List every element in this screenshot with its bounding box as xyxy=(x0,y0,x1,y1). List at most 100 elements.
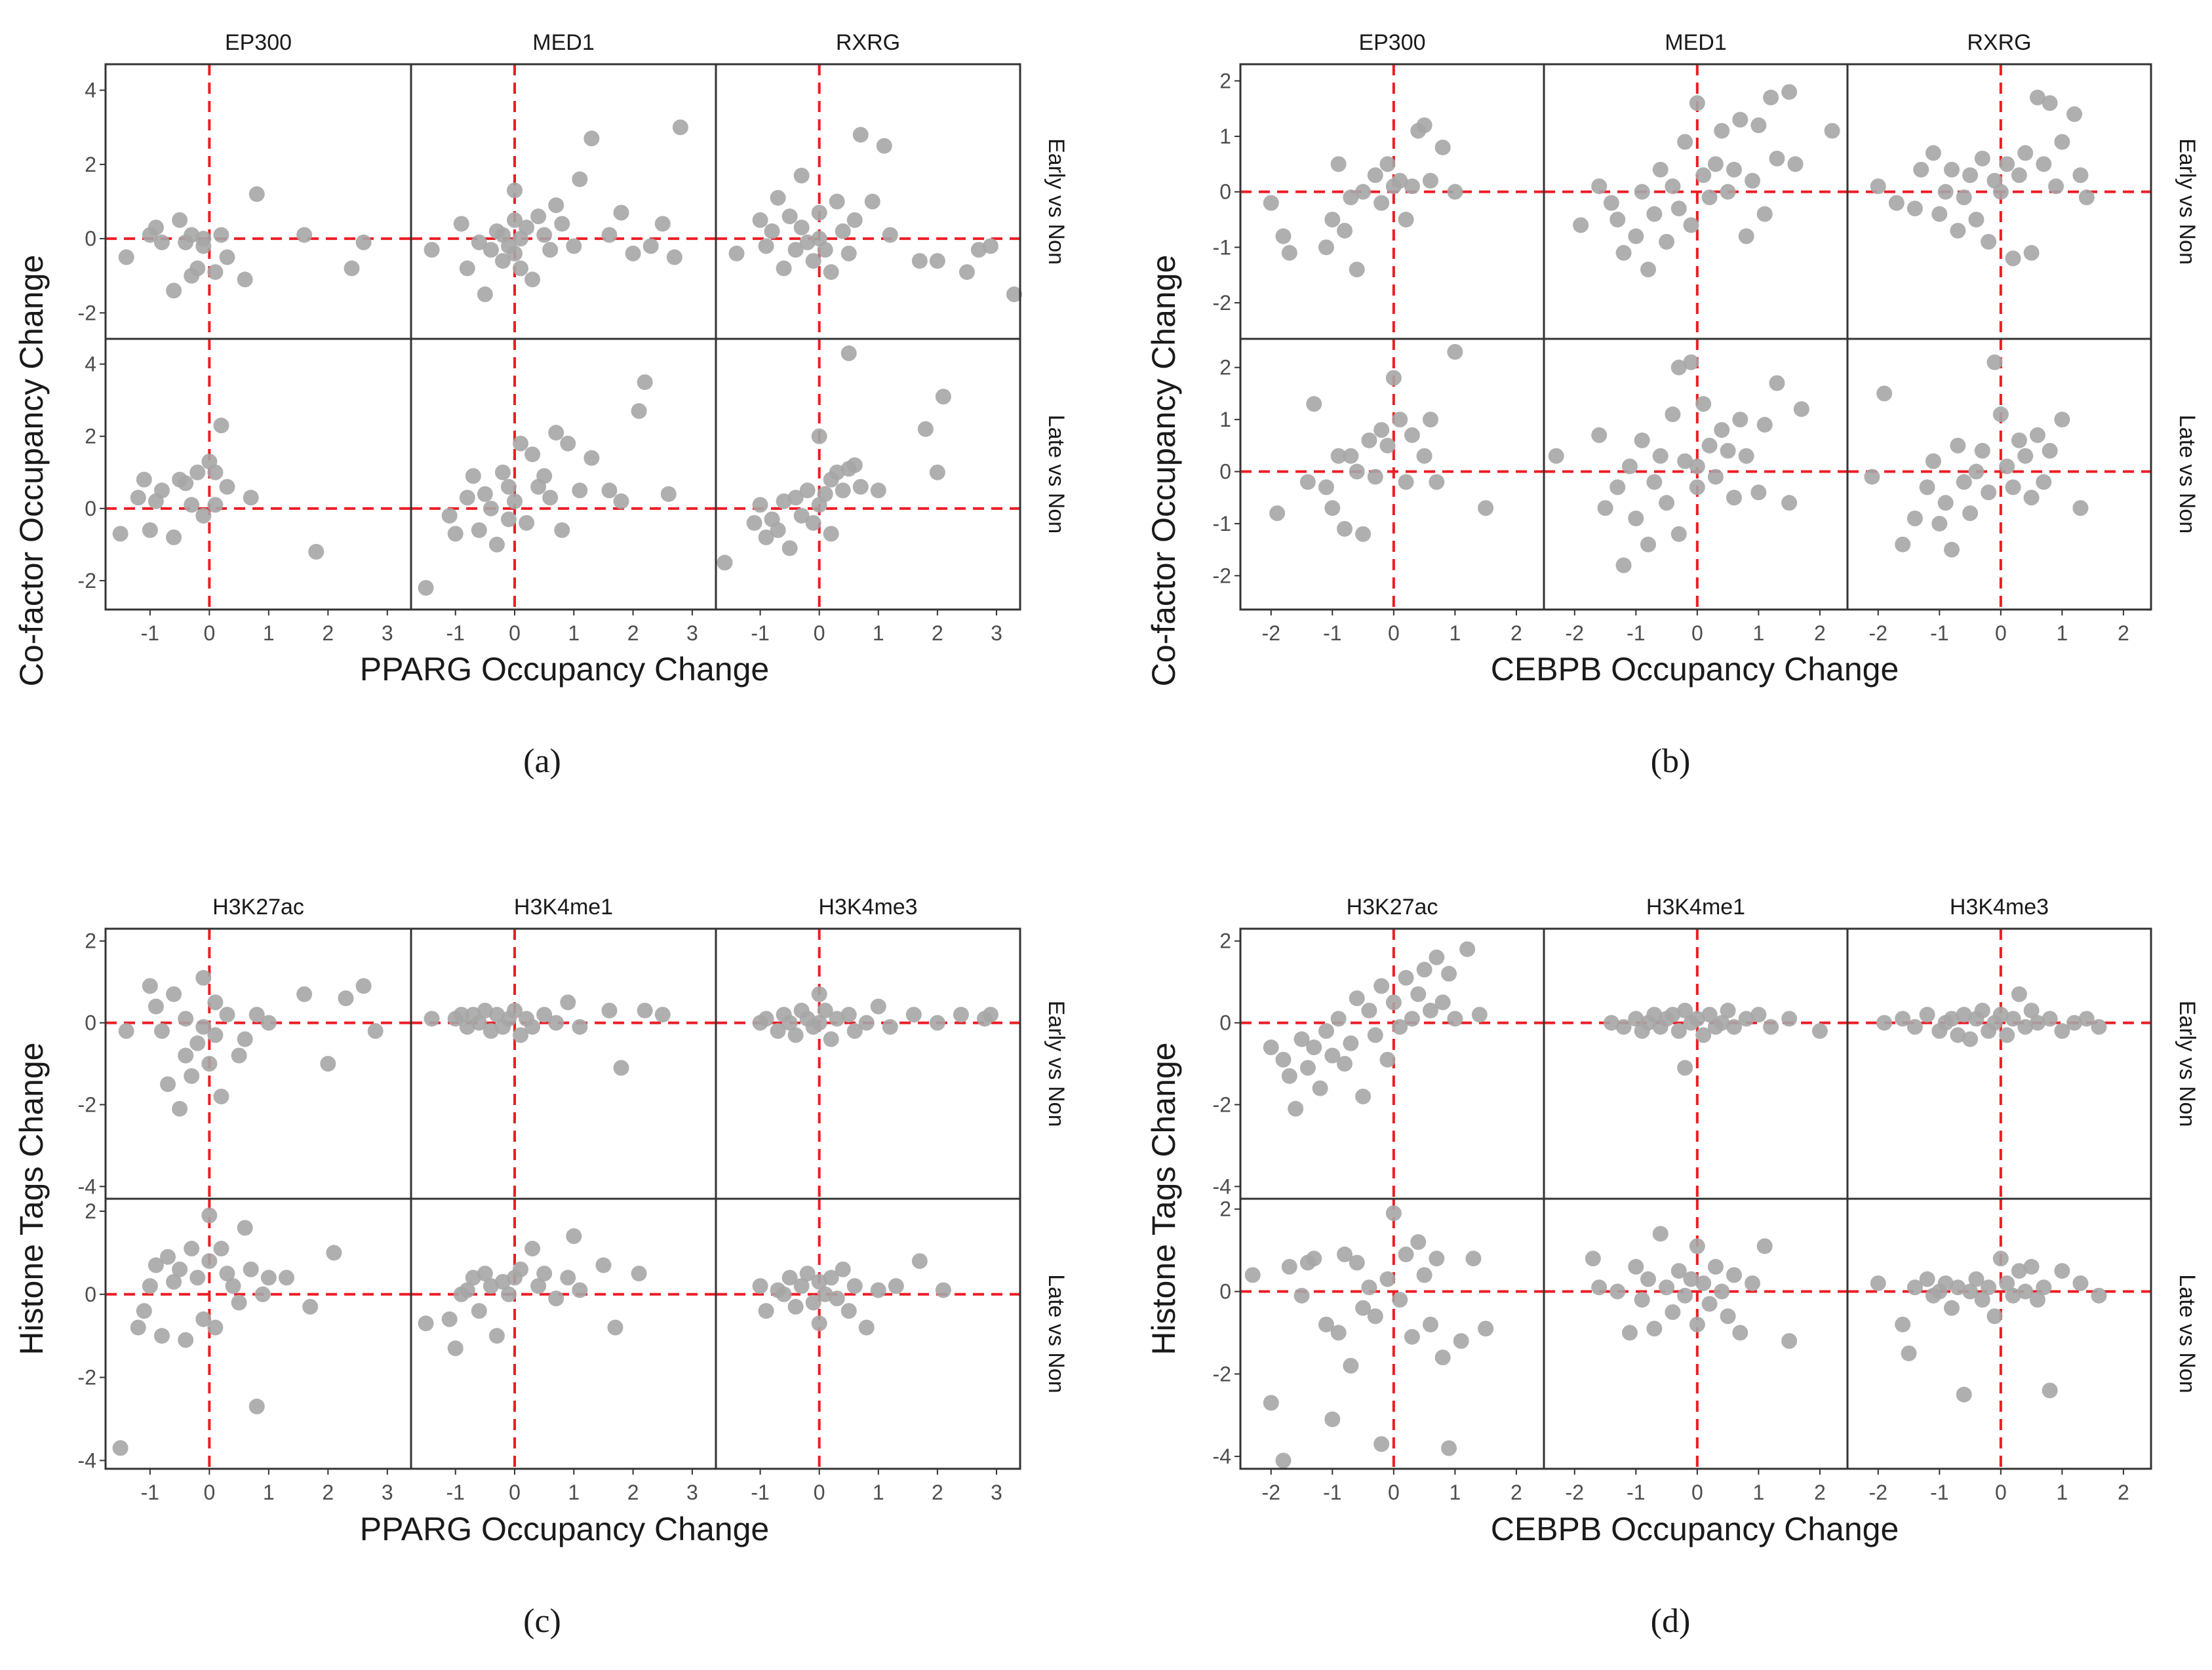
column-strip-label: RXRG xyxy=(1967,30,2031,55)
data-point xyxy=(672,119,688,136)
y-tick-label: 4 xyxy=(85,353,96,376)
data-point xyxy=(666,249,682,265)
data-point xyxy=(601,482,618,499)
data-point xyxy=(536,227,553,243)
data-point xyxy=(811,1315,827,1332)
panel-d-1-3 xyxy=(1847,929,2151,1199)
data-point xyxy=(260,1015,277,1031)
data-point xyxy=(835,223,851,239)
x-tick-label: 0 xyxy=(509,621,521,645)
data-point xyxy=(355,978,372,994)
x-tick-label: 3 xyxy=(382,1481,393,1504)
x-tick-label: 1 xyxy=(1752,621,1764,645)
data-point xyxy=(1330,448,1347,464)
data-point xyxy=(1324,1411,1341,1427)
data-point xyxy=(1974,1292,1990,1308)
y-tick-label: -2 xyxy=(1213,291,1231,315)
data-point xyxy=(1670,1263,1687,1279)
data-point xyxy=(130,490,146,506)
data-point xyxy=(1330,1325,1347,1341)
data-point xyxy=(1726,1267,1742,1283)
data-point xyxy=(583,450,600,466)
x-tick-label: 1 xyxy=(873,1481,884,1504)
data-point xyxy=(1324,500,1341,516)
x-tick-label: -2 xyxy=(1869,1481,1887,1504)
y-tick-label: -4 xyxy=(78,1448,96,1472)
x-tick-label: -2 xyxy=(1262,1481,1280,1504)
data-point xyxy=(1677,1002,1693,1019)
data-point xyxy=(1281,244,1297,261)
panel-c-2-3 xyxy=(716,1199,1020,1469)
data-point xyxy=(231,1294,247,1311)
data-point xyxy=(488,1007,505,1023)
panel-b-1-2 xyxy=(1544,64,1847,339)
data-point xyxy=(1367,1027,1383,1043)
data-point xyxy=(367,1023,384,1039)
data-point xyxy=(507,493,523,509)
data-point xyxy=(1324,212,1341,228)
data-point xyxy=(717,554,733,571)
data-point xyxy=(776,260,792,277)
x-tick-label: 1 xyxy=(263,621,275,645)
data-point xyxy=(840,1303,857,1319)
data-point xyxy=(166,986,182,1002)
data-point xyxy=(1398,969,1414,986)
data-point xyxy=(1659,1279,1675,1296)
row-strip-label: Early vs Non xyxy=(2175,138,2200,265)
data-point xyxy=(852,126,869,143)
data-point xyxy=(1701,1296,1718,1312)
data-point xyxy=(2042,442,2058,459)
y-tick-label: 0 xyxy=(1219,180,1231,204)
data-point xyxy=(601,227,618,243)
data-point xyxy=(513,1261,529,1277)
data-point xyxy=(1793,401,1809,418)
data-point xyxy=(1312,1080,1328,1097)
x-tick-label: 0 xyxy=(203,621,215,645)
data-point xyxy=(2054,1263,2070,1279)
data-point xyxy=(207,994,224,1011)
data-point xyxy=(1361,1279,1377,1296)
data-point xyxy=(1931,206,1948,222)
data-point xyxy=(654,216,671,232)
data-point xyxy=(805,253,821,269)
data-point xyxy=(882,1019,898,1035)
data-point xyxy=(1701,437,1718,454)
panel-a-2-1 xyxy=(106,339,411,610)
data-point xyxy=(758,1011,774,1027)
data-point xyxy=(1870,178,1886,195)
data-point xyxy=(846,1278,863,1294)
data-point xyxy=(864,193,880,210)
data-point xyxy=(1870,1275,1886,1291)
column-strip-label: RXRG xyxy=(836,30,900,55)
data-point xyxy=(1689,479,1705,495)
data-point xyxy=(1591,1279,1608,1296)
y-tick-label: -2 xyxy=(78,301,96,324)
data-point xyxy=(870,1282,886,1298)
data-point xyxy=(929,464,945,480)
data-point xyxy=(1695,1027,1712,1043)
data-point xyxy=(852,478,869,495)
x-tick-label: 0 xyxy=(1691,621,1703,645)
y-axis-title: Co-factor Occupancy Change xyxy=(1145,255,1182,687)
data-point xyxy=(1398,1246,1414,1262)
data-point xyxy=(142,1278,158,1294)
data-point xyxy=(1895,1316,1911,1332)
data-point xyxy=(811,986,827,1002)
y-tick-label: -2 xyxy=(78,1093,96,1116)
data-point xyxy=(237,271,253,288)
data-point xyxy=(764,223,780,239)
x-tick-label: 1 xyxy=(1752,1481,1764,1504)
x-tick-label: 0 xyxy=(1995,1481,2007,1504)
x-tick-label: 1 xyxy=(1449,621,1461,645)
x-axis-title: CEBPB Occupancy Change xyxy=(1491,1511,1899,1547)
data-point xyxy=(507,212,523,228)
data-point xyxy=(1324,1047,1341,1064)
data-point xyxy=(207,264,224,281)
data-point xyxy=(631,403,647,419)
data-point xyxy=(2042,1382,2058,1399)
data-point xyxy=(142,978,158,994)
data-point xyxy=(1379,437,1396,454)
x-tick-label: 2 xyxy=(627,621,639,645)
x-tick-label: 2 xyxy=(322,621,334,645)
